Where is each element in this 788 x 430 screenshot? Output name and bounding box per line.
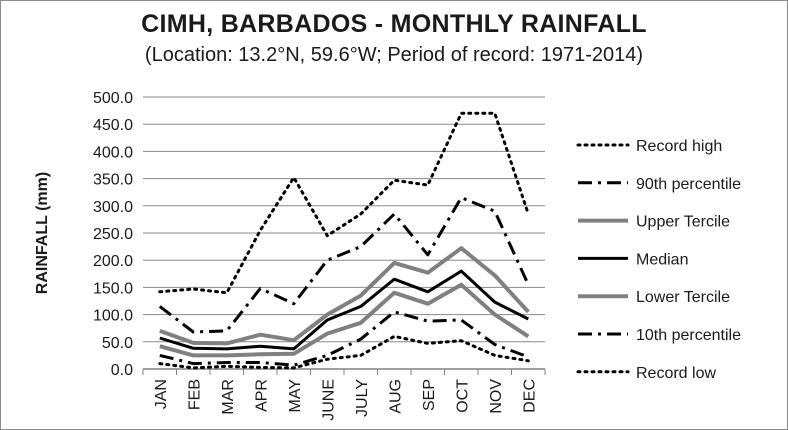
- y-tick-label: 250.0: [93, 226, 133, 243]
- series-line-upper-tercile: [159, 246, 530, 346]
- series-line-10th-percentile: [159, 310, 529, 367]
- y-axis-label: RAINFALL (mm): [34, 172, 51, 294]
- x-tick-label: MAR: [220, 379, 237, 415]
- y-tick-label: 100.0: [93, 308, 133, 325]
- y-tick-label: 400.0: [93, 144, 133, 161]
- y-tick-label: 450.0: [93, 117, 133, 134]
- x-tick-label: OCT: [454, 379, 471, 413]
- series-line-median: [159, 269, 529, 351]
- series-lines: [158, 111, 530, 370]
- x-tick-label: JAN: [153, 379, 170, 409]
- chart-title: CIMH, BARBADOS - MONTHLY RAINFALL: [141, 10, 647, 38]
- y-tick-label: 0.0: [111, 362, 133, 379]
- axes: 0.0 50.0 100.0 150.0 200.0 250.0 300.0 350.0 400…: [93, 90, 546, 421]
- x-tick-label: FEB: [186, 379, 203, 410]
- y-tick-label: 350.0: [93, 172, 133, 189]
- x-tick-label: SEP: [421, 379, 438, 411]
- series-line-lower-tercile: [159, 282, 530, 358]
- y-tick-label: 50.0: [102, 335, 133, 352]
- chart-subtitle: (Location: 13.2°N, 59.6°W; Period of rec…: [144, 44, 644, 66]
- x-tick-label: APR: [253, 379, 270, 412]
- x-tick-label: JUNE: [320, 379, 337, 421]
- x-tick-label: JULY: [354, 379, 371, 417]
- legend-label: Record high: [636, 138, 722, 155]
- y-tick-label: 200.0: [93, 253, 133, 270]
- legend-label: Record low: [636, 365, 716, 382]
- y-tick-label: 500.0: [93, 90, 133, 107]
- series-line-90th-percentile: [158, 196, 530, 334]
- series-line-record-low: [158, 334, 530, 370]
- legend: Record high 90th percentile Upper Tercile M…: [576, 138, 741, 382]
- x-tick-label: MAY: [287, 379, 304, 413]
- legend-label: 90th percentile: [636, 176, 741, 193]
- legend-label: Lower Tercile: [636, 289, 730, 306]
- legend-label: Median: [636, 251, 688, 268]
- x-tick-label: AUG: [387, 379, 404, 414]
- legend-label: 10th percentile: [636, 327, 741, 344]
- series-line-record-high: [158, 111, 530, 295]
- y-tick-label: 150.0: [93, 280, 133, 297]
- legend-label: Upper Tercile: [636, 214, 730, 231]
- x-tick-label: DEC: [521, 379, 538, 413]
- x-tick-label: NOV: [488, 379, 505, 414]
- y-tick-label: 300.0: [93, 199, 133, 216]
